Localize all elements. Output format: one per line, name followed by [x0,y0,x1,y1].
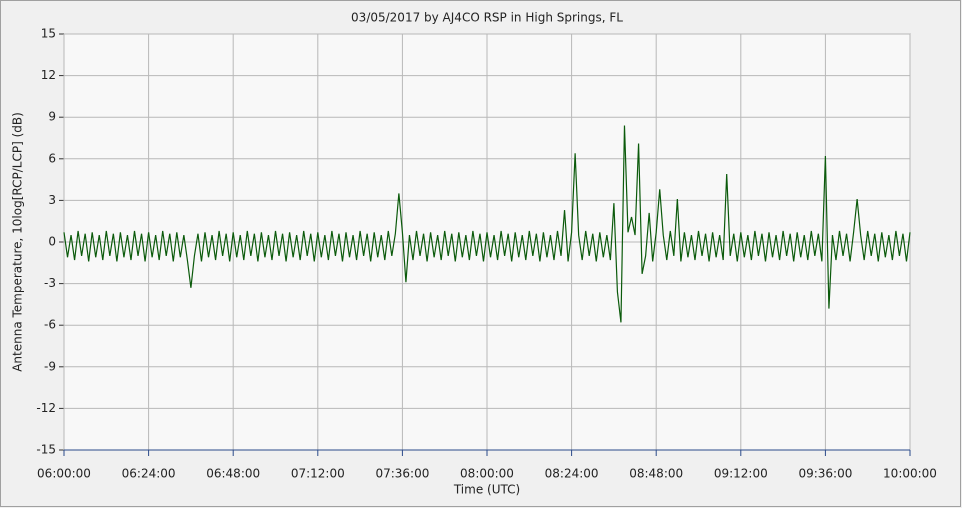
chart-title: 03/05/2017 by AJ4CO RSP in High Springs,… [351,11,623,25]
y-tick-label: 15 [41,27,56,41]
y-tick-label: 3 [48,193,56,207]
y-tick-label: -6 [44,318,56,332]
x-tick-label: 09:12:00 [714,467,768,481]
x-tick-label: 06:00:00 [37,467,91,481]
y-tick-label: 12 [41,68,56,82]
y-axis-label: Antenna Temperature, 10log[RCP/LCP] (dB) [11,112,25,372]
y-tick-label: -15 [36,443,56,457]
x-axis-label: Time (UTC) [453,483,520,497]
data-line [63,125,911,323]
y-tick-label: -12 [36,401,56,415]
x-tick-label: 09:36:00 [798,467,852,481]
x-tick-label: 07:12:00 [291,467,345,481]
y-tick-label: 9 [48,110,56,124]
x-tick-label: 08:00:00 [460,467,514,481]
x-tick-label: 08:24:00 [545,467,599,481]
y-tick-label: 6 [48,151,56,165]
y-tick-label: -9 [44,359,56,373]
x-tick-label: 10:00:00 [883,467,937,481]
y-tick-label: -3 [44,276,56,290]
y-tick-label: 0 [48,235,56,249]
x-tick-label: 07:36:00 [375,467,429,481]
x-tick-label: 06:48:00 [206,467,260,481]
x-tick-label: 06:24:00 [122,467,176,481]
x-tick-label: 08:48:00 [629,467,683,481]
